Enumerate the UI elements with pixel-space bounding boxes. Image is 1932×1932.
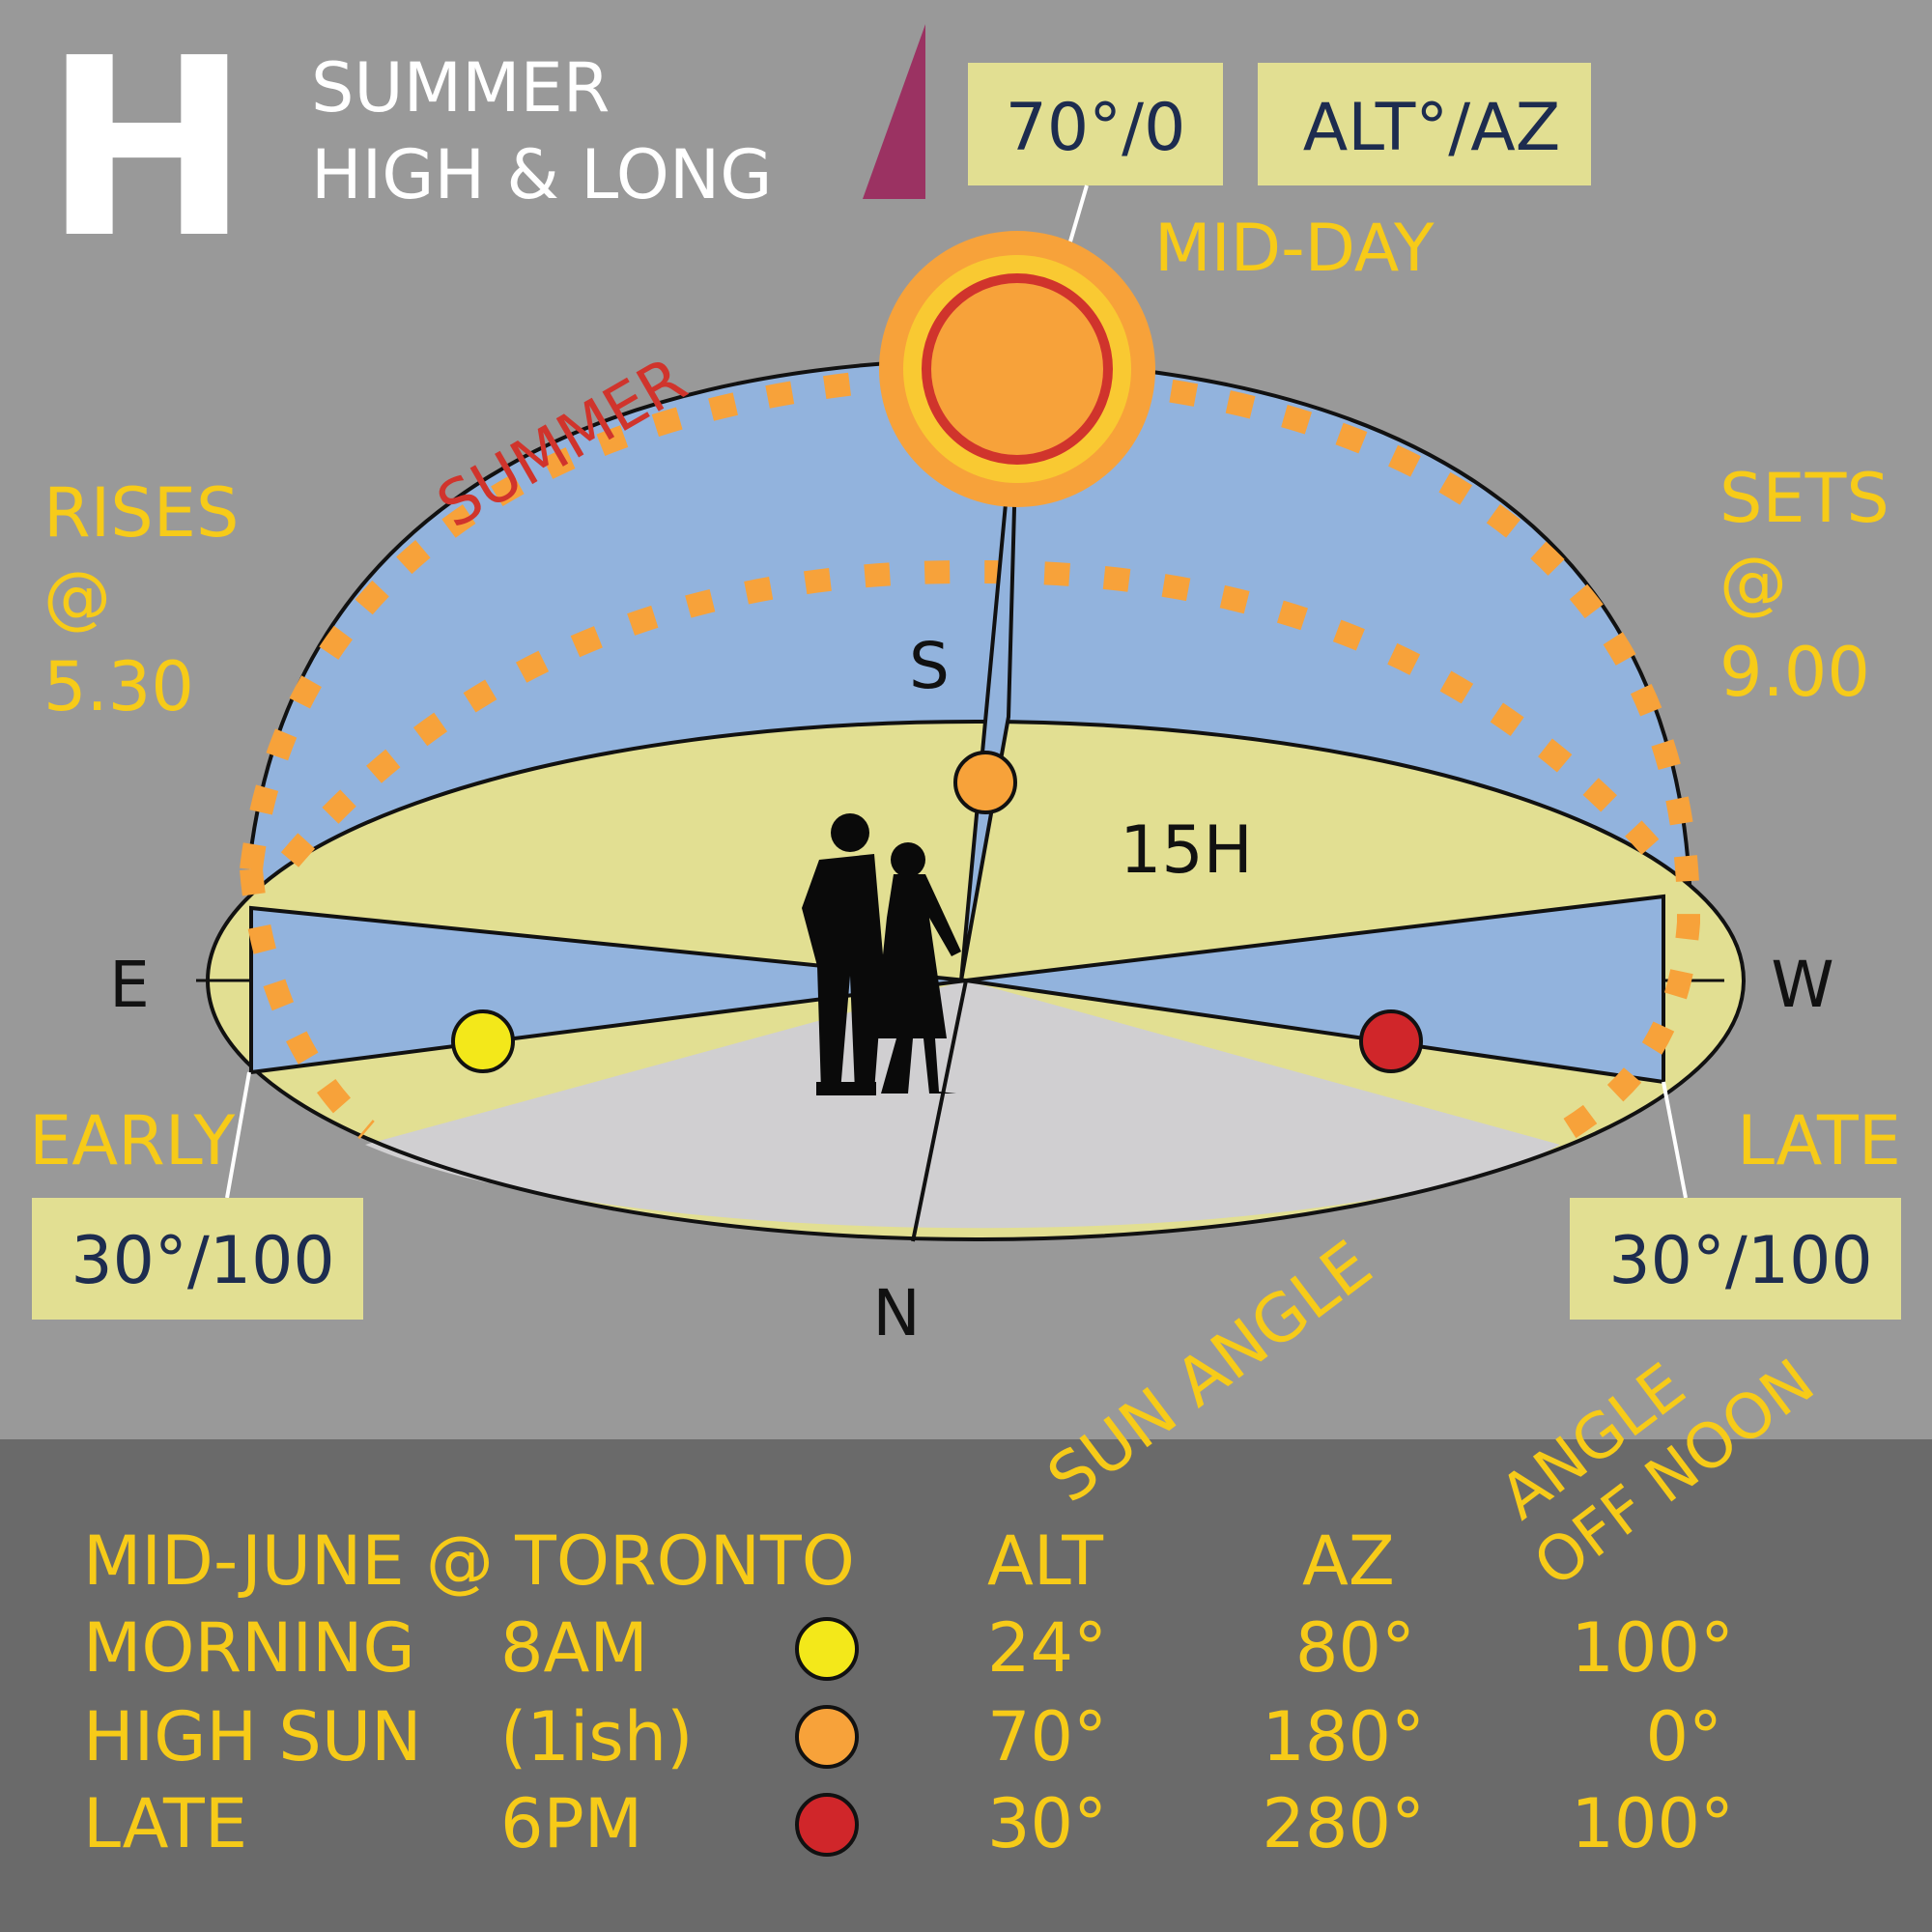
rises-line2: @ <box>43 557 111 637</box>
table-header-alt: ALT <box>987 1521 1103 1601</box>
badge-letter: H <box>43 6 249 293</box>
high-sun-marker <box>953 751 1017 814</box>
high-sun-dot-icon <box>795 1705 859 1769</box>
table-header-location: MID-JUNE @ TORONTO <box>83 1521 855 1601</box>
table-row: LATE 6PM 30° 280° 100° <box>83 1784 1734 1863</box>
row-off-noon: 100° <box>1571 1608 1734 1688</box>
compass-east: E <box>109 948 150 1022</box>
early-box <box>32 1198 363 1320</box>
table-header-az: AZ <box>1302 1521 1395 1601</box>
late-leader-line <box>1662 1081 1688 1199</box>
table-row: HIGH SUN (1ish) 70° 180° 0° <box>83 1697 1722 1776</box>
row-time: (1ish) <box>500 1697 693 1776</box>
rises-line1: RISES <box>43 473 239 553</box>
morning-sun-marker <box>451 1009 515 1073</box>
people-silhouette-icon <box>802 813 961 1095</box>
late-box-text: 30°/100 <box>1608 1223 1872 1299</box>
morning-dot-icon <box>795 1617 859 1681</box>
title-line1: SUMMER <box>311 48 610 128</box>
sun-data-table: MID-JUNE @ TORONTO ALT AZ MORNING 8AM 24… <box>83 1521 1734 1863</box>
sets-line3: 9.00 <box>1719 633 1870 712</box>
alt-az-box <box>1258 63 1591 185</box>
ground-shadow-zone <box>365 980 1560 1229</box>
row-name: HIGH SUN <box>83 1697 421 1776</box>
daylight-hours: 15H <box>1120 812 1253 889</box>
mid-day-box <box>968 63 1223 185</box>
north-south-axis <box>911 980 968 1242</box>
late-dot-icon <box>795 1793 859 1857</box>
noon-sun-ray <box>959 368 1020 981</box>
mid-day-box-text: 70°/0 <box>1006 90 1186 166</box>
title-line2: HIGH & LONG <box>311 135 772 214</box>
row-az: 80° <box>1295 1608 1415 1688</box>
row-alt: 24° <box>987 1608 1107 1688</box>
mid-day-label: MID-DAY <box>1154 211 1435 287</box>
compass-west: W <box>1771 948 1833 1022</box>
flag-icon <box>863 24 925 199</box>
alt-az-box-text: ALT°/AZ <box>1303 90 1561 166</box>
morning-sun-wedge <box>249 905 967 1075</box>
early-label: EARLY <box>29 1101 235 1180</box>
early-box-text: 30°/100 <box>71 1223 334 1299</box>
evening-sun-wedge <box>965 894 1665 1085</box>
sets-line2: @ <box>1719 543 1787 622</box>
early-leader-line <box>225 1071 251 1199</box>
sets-line1: SETS <box>1719 459 1889 538</box>
row-alt: 30° <box>987 1784 1107 1863</box>
mid-day-leader-line <box>1068 185 1089 242</box>
row-name: MORNING <box>83 1608 415 1688</box>
row-alt: 70° <box>987 1697 1107 1776</box>
row-off-noon: 0° <box>1645 1697 1722 1776</box>
row-name: LATE <box>83 1784 247 1863</box>
midday-sun-icon <box>879 231 1155 507</box>
row-az: 180° <box>1262 1697 1425 1776</box>
rises-line3: 5.30 <box>43 647 194 726</box>
late-box <box>1570 1198 1901 1320</box>
row-time: 6PM <box>500 1784 642 1863</box>
compass-north: N <box>872 1276 920 1350</box>
late-sun-marker <box>1359 1009 1423 1073</box>
bottom-panel <box>0 1439 1932 1932</box>
row-off-noon: 100° <box>1571 1784 1734 1863</box>
table-row: MORNING 8AM 24° 80° 100° <box>83 1608 1734 1688</box>
compass-south: S <box>909 629 950 703</box>
equinox-sun-path <box>280 559 1671 867</box>
row-time: 8AM <box>500 1608 648 1688</box>
row-az: 280° <box>1262 1784 1425 1863</box>
late-label: LATE <box>1737 1101 1901 1180</box>
